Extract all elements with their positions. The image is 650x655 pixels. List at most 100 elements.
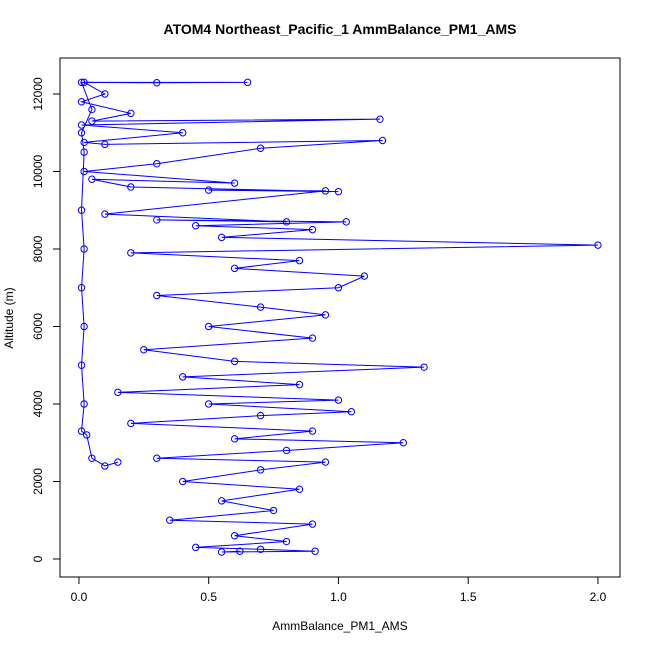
point [88,117,96,125]
point [114,388,122,397]
point [153,291,161,300]
point [140,346,148,354]
point [282,537,291,546]
point [80,167,88,176]
point [321,458,330,466]
point [77,129,86,137]
point [334,187,343,196]
point [321,311,330,319]
point [378,136,387,145]
point [236,547,244,555]
point [217,548,226,556]
point [83,431,91,439]
x-axis-title: AmmBalance_PM1_AMS [272,619,407,633]
point [80,138,88,147]
chart-title: ATOM4 Northeast_Pacific_1 AmmBalance_PM1… [164,21,517,37]
y-tick-label: 2000 [31,468,45,495]
point [230,435,239,443]
point [204,186,213,194]
point [594,241,602,249]
point [256,144,265,152]
point [179,129,187,137]
y-tick-label: 8000 [31,235,45,262]
point [80,148,88,156]
point [230,357,239,366]
point [420,363,428,371]
point [230,264,239,273]
point [399,439,408,447]
y-axis-title: Altitude (m) [2,287,16,348]
point [80,78,88,87]
point [230,532,239,540]
point [114,458,122,466]
point [88,175,96,183]
point [101,140,109,149]
point [295,485,304,493]
point [77,361,86,369]
point [192,543,200,552]
point [127,109,135,118]
point [334,284,343,292]
point [88,454,96,462]
x-tick-label: 1.0 [330,590,347,604]
point [166,516,174,524]
point [256,466,265,474]
x-tick-label: 0.5 [200,590,217,604]
point [308,334,317,342]
point [256,303,265,311]
point [77,78,86,87]
point [80,245,88,253]
point [308,427,317,435]
point [256,545,265,553]
point [127,249,135,257]
x-tick-label: 1.5 [460,590,477,604]
point [179,373,187,381]
point [311,547,319,555]
point [80,322,88,331]
point [342,218,350,226]
point [217,233,226,242]
point [347,408,356,416]
point [77,427,86,435]
point [204,400,213,408]
point [282,218,291,226]
y-tick-label: 10000 [31,154,45,188]
point [243,78,252,87]
point [127,183,135,191]
point [204,322,213,331]
point [127,419,135,428]
point [153,160,161,168]
point [230,179,239,187]
point [334,396,343,404]
point [88,105,96,114]
y-tick-label: 4000 [31,390,45,417]
point [77,206,86,214]
point [153,79,161,87]
point [269,506,278,515]
point [80,400,88,408]
point [101,210,109,218]
point [179,477,187,486]
point [295,256,304,265]
point [77,98,86,106]
x-tick-label: 0.0 [71,590,88,604]
y-tick-label: 0 [31,555,45,562]
point [256,411,265,420]
point [153,216,161,224]
point [282,446,291,455]
point [101,462,109,470]
point [217,497,226,505]
plot-frame [59,57,621,578]
point [295,380,304,389]
point [77,121,86,129]
point [101,90,109,98]
series-line [79,81,598,553]
point [376,115,384,123]
point [192,222,200,230]
point [77,284,86,292]
y-tick-label: 6000 [31,313,45,340]
point [153,454,161,462]
point [308,520,317,528]
